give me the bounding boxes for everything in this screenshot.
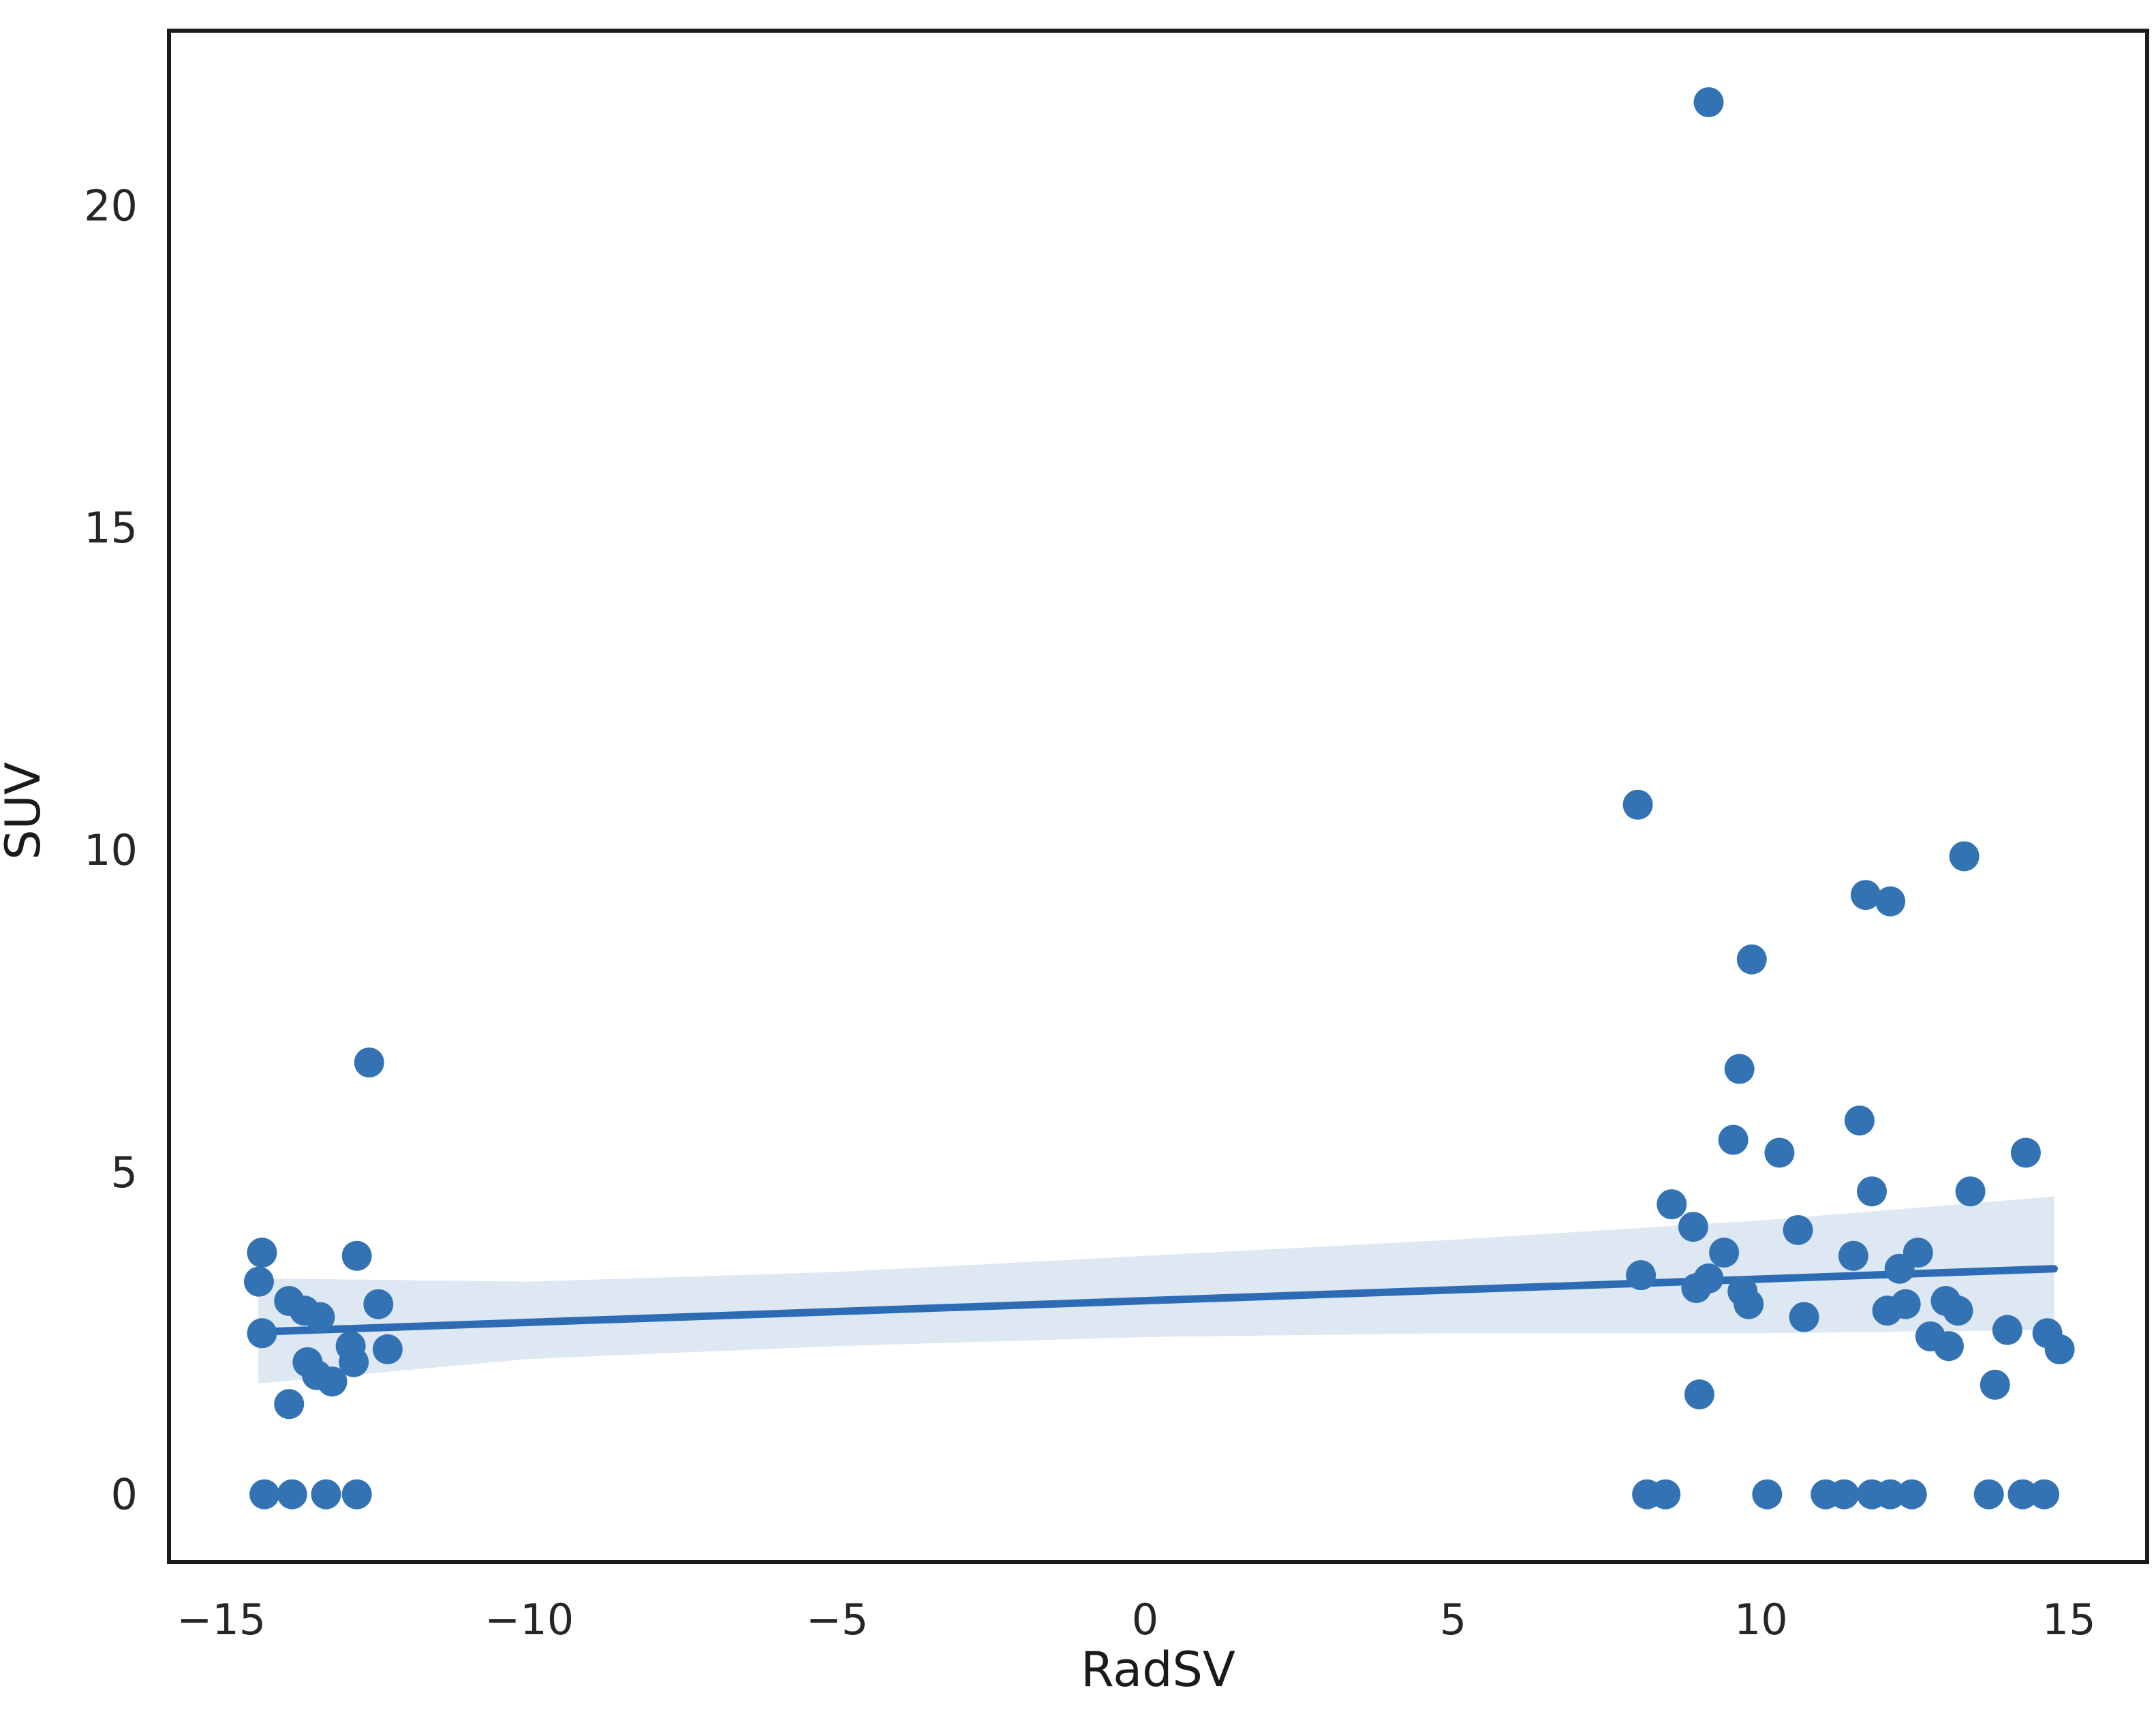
data-point xyxy=(1992,1315,2022,1345)
data-point xyxy=(2044,1334,2075,1364)
data-point xyxy=(1857,1176,1888,1207)
x-tick-label: −10 xyxy=(484,1595,574,1644)
y-tick-label: 0 xyxy=(111,1470,138,1520)
data-point xyxy=(1829,1479,1860,1510)
regression-line xyxy=(254,1265,2059,1336)
data-point xyxy=(274,1389,305,1420)
data-point xyxy=(1752,1479,1783,1510)
y-tick-label: 15 xyxy=(84,503,138,553)
data-point xyxy=(1896,1479,1927,1510)
data-point xyxy=(1736,944,1767,975)
x-axis-label: RadSV xyxy=(1081,1642,1235,1698)
data-point xyxy=(1943,1296,1973,1326)
data-point xyxy=(1622,789,1653,820)
data-point xyxy=(1844,1105,1875,1136)
data-point xyxy=(243,1266,274,1297)
data-point xyxy=(1678,1212,1708,1242)
data-point xyxy=(1709,1238,1740,1268)
data-point xyxy=(1838,1240,1868,1271)
data-point xyxy=(363,1289,394,1319)
data-point xyxy=(1980,1369,2010,1400)
data-point xyxy=(1875,1479,1906,1510)
data-point xyxy=(1724,1054,1755,1084)
data-point xyxy=(249,1479,280,1510)
data-point xyxy=(1933,1331,1964,1362)
data-point xyxy=(247,1238,277,1268)
data-point xyxy=(1693,87,1724,117)
y-axis-label: SUV xyxy=(0,762,51,860)
y-tick-label: 5 xyxy=(111,1148,138,1197)
data-point xyxy=(1789,1302,1819,1332)
data-point xyxy=(247,1318,277,1349)
data-point xyxy=(372,1334,403,1364)
x-tick-label: 0 xyxy=(1132,1595,1158,1644)
plot-border xyxy=(167,29,2149,1564)
y-tick-label: 10 xyxy=(84,825,138,875)
data-point xyxy=(339,1347,369,1377)
data-point xyxy=(2029,1479,2060,1510)
x-tick-label: 15 xyxy=(2042,1595,2096,1644)
data-point xyxy=(2007,1479,2038,1510)
data-point xyxy=(1872,1296,1903,1326)
x-tick-label: −5 xyxy=(806,1595,868,1644)
data-point xyxy=(1650,1479,1681,1510)
data-point xyxy=(1783,1214,1813,1245)
data-point xyxy=(311,1479,341,1510)
y-tick-labels: 0 5 10 15 20 xyxy=(84,181,138,1519)
data-point xyxy=(354,1047,384,1078)
data-point xyxy=(2010,1137,2041,1168)
data-point xyxy=(1734,1289,1764,1319)
y-tick-label: 20 xyxy=(84,181,138,230)
data-point xyxy=(1949,841,1980,872)
data-point xyxy=(317,1366,348,1397)
x-tick-label: −15 xyxy=(176,1595,266,1644)
data-point xyxy=(1955,1176,1986,1207)
data-point xyxy=(341,1240,372,1271)
data-point xyxy=(277,1479,307,1510)
data-point xyxy=(1718,1124,1749,1155)
data-point xyxy=(341,1479,372,1510)
data-points xyxy=(243,87,2075,1510)
data-point xyxy=(305,1302,335,1332)
data-point xyxy=(1875,886,1906,917)
data-point xyxy=(1973,1479,2004,1510)
confidence-band xyxy=(258,1196,2054,1384)
x-tick-labels: −15 −10 −5 0 5 10 15 xyxy=(176,1595,2095,1644)
data-point xyxy=(1764,1137,1795,1168)
data-point xyxy=(1681,1273,1712,1304)
x-tick-label: 10 xyxy=(1734,1595,1788,1644)
data-point xyxy=(1684,1379,1714,1410)
x-tick-label: 5 xyxy=(1440,1595,1466,1644)
data-point xyxy=(1850,880,1881,910)
data-point xyxy=(1657,1189,1687,1220)
data-point xyxy=(1626,1260,1657,1291)
data-point xyxy=(1884,1253,1915,1284)
